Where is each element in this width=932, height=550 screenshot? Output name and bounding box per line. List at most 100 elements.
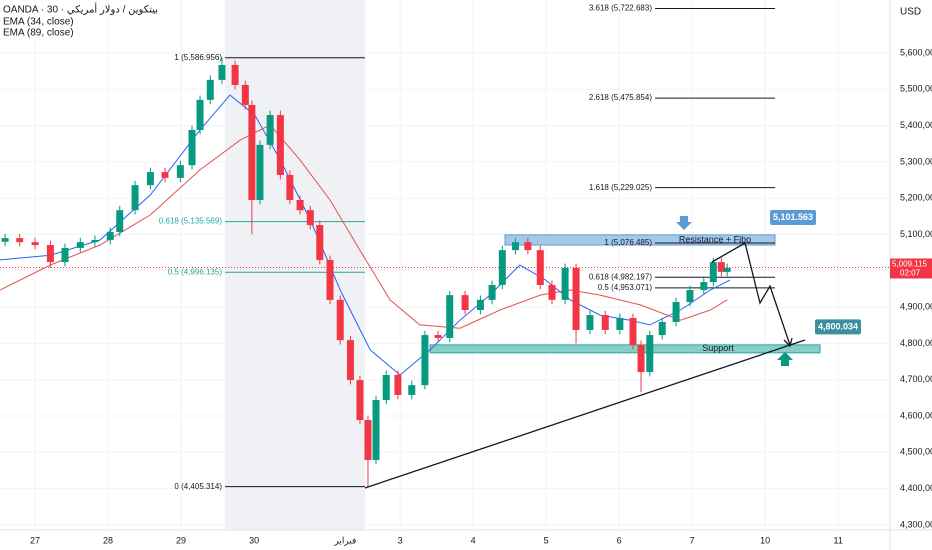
candle-body [241,84,249,105]
candle-body [1,238,9,242]
candle-body [723,267,731,272]
x-tick-label: 10 [760,535,770,545]
candle-body [646,335,654,373]
candle-body [76,242,84,248]
y-tick-label: 5,100,000 [900,229,932,239]
candle-body [700,282,708,291]
candle-body [408,385,416,395]
x-tick-label: 7 [690,535,695,545]
fib-label: 1 (5,586.956) [174,53,222,62]
target-label: 5,101.563 [773,212,813,222]
fib-label: 0.618 (5,135.569) [159,217,222,226]
legend-entry: EMA (34, close) [3,17,74,28]
fib-label: 0.618 (4,982.197) [589,272,652,281]
up-arrow [777,352,793,366]
fib-label: 0.5 (4,953.071) [598,283,653,292]
candle-body [488,284,496,300]
candle-body [346,340,354,381]
y-tick-label: 5,500,000 [900,84,932,94]
candle-body [306,210,314,226]
candle-body [231,64,239,85]
candle-body [266,115,274,145]
target-label: 4,800.034 [818,321,858,331]
y-tick-label: 4,900,000 [900,301,932,311]
arrow-head [783,337,793,348]
down-arrow [676,216,692,230]
candle-body [382,374,390,401]
zone-label: Support [702,343,734,353]
candle-body [524,242,532,251]
x-tick-label: 30 [249,535,259,545]
zone [504,234,776,246]
ema-line [0,124,728,329]
candle-body [601,315,609,330]
y-tick-label: 5,300,000 [900,156,932,166]
x-tick-label: 5 [544,535,549,545]
legend-entry: EMA (89, close) [3,28,74,39]
candle-body [116,210,124,232]
x-tick-label: 28 [103,535,113,545]
candle-body [16,238,24,243]
candle-body [548,284,556,300]
x-tick-label: 6 [617,535,622,545]
y-tick-label: 4,300,000 [900,519,932,529]
x-tick-label: 27 [30,535,40,545]
fib-label: 0.5 (4,996.135) [168,267,223,276]
candle-body [616,318,624,330]
target-box [815,319,861,335]
projection-path [711,242,791,346]
candle-body [561,267,569,300]
candle-body [316,225,324,260]
candle-body [364,420,372,460]
y-tick-label: 5,600,000 [900,47,932,57]
last-price-label: 5,009.115 [892,260,928,269]
candle-body [336,299,344,341]
candle-body [372,400,380,460]
candle-body [46,245,54,263]
fib-label: 0 (4,405.314) [174,482,222,491]
candle-body [31,242,39,246]
candle-body [709,262,717,283]
symbol: OANDA · 30 · بيتكوين / دولار أمريكي [3,3,158,16]
candle-body [511,242,519,251]
candle-body [106,231,114,240]
x-tick-label: فبراير [333,535,356,546]
candle-body [91,239,99,243]
candle-body [196,99,204,130]
fib-label: 3.618 (5,722.683) [589,4,652,13]
currency: USD [900,7,921,18]
candle-body [286,174,294,201]
fib-label: 1 (5,076.485) [604,238,652,247]
trend-line [364,339,806,489]
x-tick-label: 29 [176,535,186,545]
zone [429,344,821,354]
y-tick-label: 4,500,000 [900,447,932,457]
candle-body [296,200,304,211]
marks [0,0,890,530]
candle-body [161,172,169,178]
candle-body [536,250,544,285]
candle-body [146,172,154,186]
y-tick-label: 4,400,000 [900,483,932,493]
x-tick-label: 11 [833,535,842,545]
candle-body [586,315,594,330]
candle-body [572,267,580,330]
candle-body [131,185,139,211]
candle-body [717,262,725,272]
candle-body [434,335,442,338]
candle-body [658,321,666,336]
last-price-time: 02:07 [900,269,921,278]
y-tick-label: 5,200,000 [900,193,932,203]
candle-body [276,115,284,175]
candle-body [248,104,256,201]
candle-body [629,318,637,345]
candle-body [476,299,484,311]
candle-body [421,335,429,386]
candle-body [218,64,226,80]
last-price-box [890,258,932,279]
y-tick-label: 4,600,000 [900,410,932,420]
candle-body [498,250,506,285]
candle-body [356,380,364,421]
candle-body [394,374,402,395]
